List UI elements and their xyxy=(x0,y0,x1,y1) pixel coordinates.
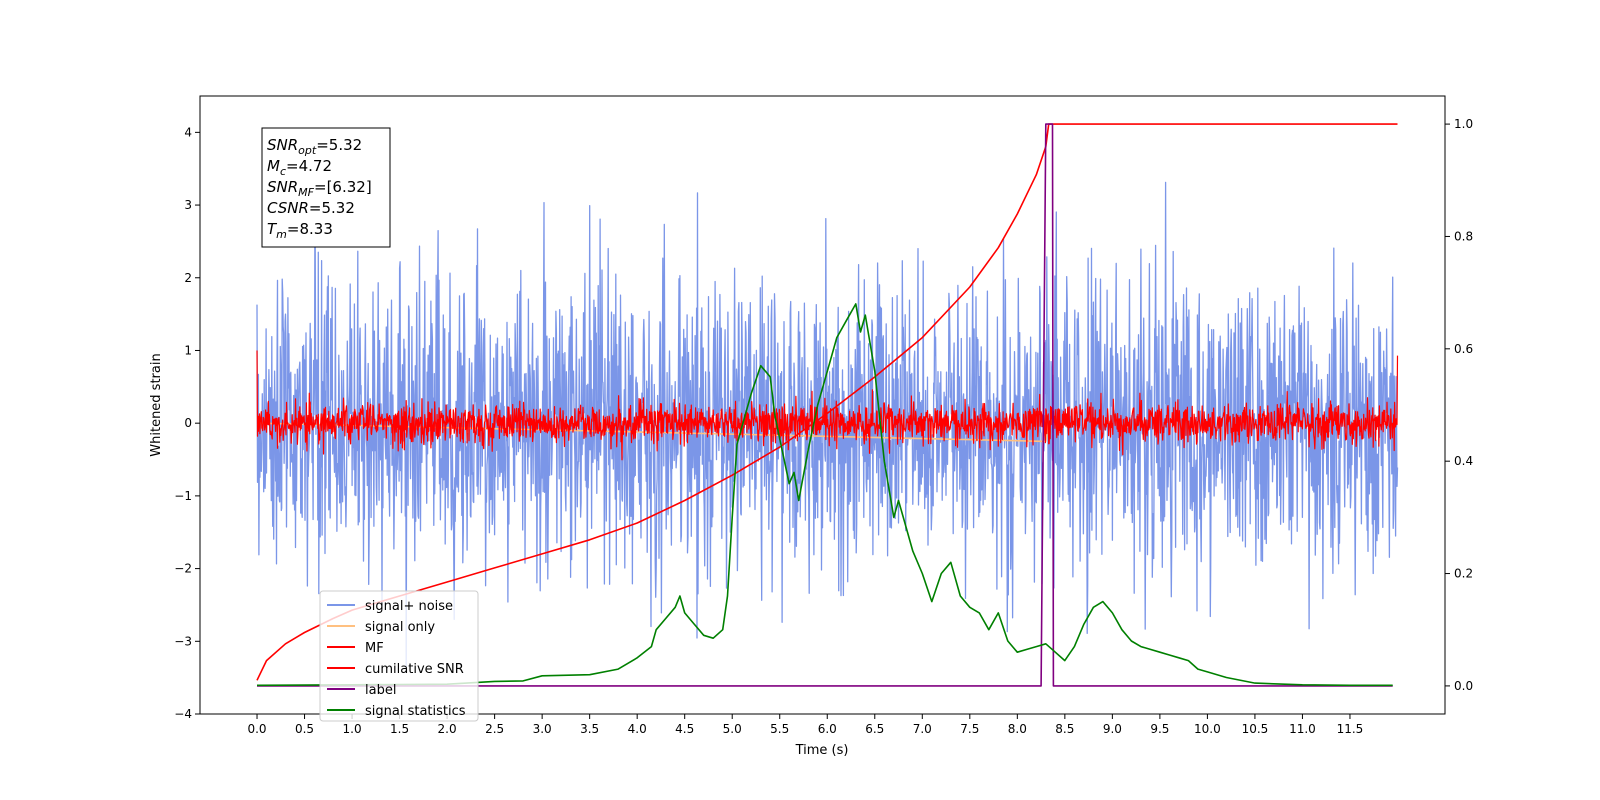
annotation-line: Tm=8.33 xyxy=(267,220,333,241)
series-line-mf xyxy=(256,350,1399,461)
annotation-frame xyxy=(261,127,391,248)
x-tick-label: 0.0 xyxy=(247,722,266,736)
legend-entry: signal statistics xyxy=(365,704,466,719)
x-tick-label: 5.0 xyxy=(723,722,742,736)
y-right-tick-label: 1.0 xyxy=(1454,117,1473,131)
annotation-line: SNRMF=[6.32] xyxy=(267,178,372,199)
x-tick-label: 3.5 xyxy=(580,722,599,736)
x-tick-label: 1.0 xyxy=(343,722,362,736)
y-tick-label: 4 xyxy=(184,125,192,139)
y-tick-label: 3 xyxy=(184,198,192,212)
y-tick-label: 2 xyxy=(184,271,192,285)
annotation-line: CSNR=5.32 xyxy=(267,199,355,217)
x-tick-label: 4.0 xyxy=(628,722,647,736)
legend: signal+ noise signal only MF cumilative SNR… xyxy=(319,590,479,722)
y-tick-label: −1 xyxy=(174,489,192,503)
x-tick-label: 8.0 xyxy=(1008,722,1027,736)
x-tick-label: 8.5 xyxy=(1055,722,1074,736)
y-right-tick-label: 0.6 xyxy=(1454,342,1473,356)
series-line-signal-statistics xyxy=(256,303,1393,687)
plot-frame xyxy=(199,95,1446,715)
x-tick-label: 3.0 xyxy=(533,722,552,736)
annotation-line: Mc=4.72 xyxy=(267,157,332,178)
x-tick-label: 10.0 xyxy=(1194,722,1221,736)
x-tick-label: 11.0 xyxy=(1289,722,1316,736)
x-tick-label: 0.5 xyxy=(295,722,314,736)
x-tick-label: 10.5 xyxy=(1242,722,1269,736)
x-tick-label: 4.5 xyxy=(675,722,694,736)
x-axis-label: Time (s) xyxy=(795,743,849,758)
y-tick-label: −4 xyxy=(174,707,192,721)
annotation-line: SNRopt=5.32 xyxy=(267,136,362,157)
y-tick-label: 0 xyxy=(184,416,192,430)
x-tick-label: 2.0 xyxy=(438,722,457,736)
x-tick-label: 11.5 xyxy=(1337,722,1364,736)
axes-layer: 0.0 0.5 1.0 1.5 2.0 2.5 3.0 3.5 4.0 4.5 5.0 5.5 6.0 6… xyxy=(174,117,1473,736)
legend-entry: signal only xyxy=(365,620,435,635)
x-tick-label: 6.0 xyxy=(818,722,837,736)
x-tick-label: 1.5 xyxy=(390,722,409,736)
legend-entry: label xyxy=(365,683,396,698)
x-tick-label: 6.5 xyxy=(865,722,884,736)
series-line-label xyxy=(257,123,1393,687)
x-tick-label: 5.5 xyxy=(770,722,789,736)
x-tick-label: 7.0 xyxy=(913,722,932,736)
y-tick-label: 1 xyxy=(184,343,192,357)
legend-entry: signal+ noise xyxy=(365,599,453,614)
series-line-signal-noise xyxy=(256,179,1399,673)
legend-entry: cumilative SNR xyxy=(365,662,464,677)
legend-entry: MF xyxy=(365,641,384,656)
x-tick-label: 2.5 xyxy=(485,722,504,736)
y-right-tick-label: 0.4 xyxy=(1454,454,1473,468)
x-tick-label: 9.5 xyxy=(1150,722,1169,736)
y-tick-label: −3 xyxy=(174,634,192,648)
legend-frame xyxy=(319,590,479,722)
x-tick-label: 7.5 xyxy=(960,722,979,736)
y-right-tick-label: 0.2 xyxy=(1454,567,1473,581)
y-tick-label: −2 xyxy=(174,562,192,576)
y-right-tick-label: 0.8 xyxy=(1454,229,1473,243)
x-tick-label: 9.0 xyxy=(1103,722,1122,736)
y-right-tick-label: 0.0 xyxy=(1454,679,1473,693)
y-axis-label: Whitened strain xyxy=(149,353,164,456)
